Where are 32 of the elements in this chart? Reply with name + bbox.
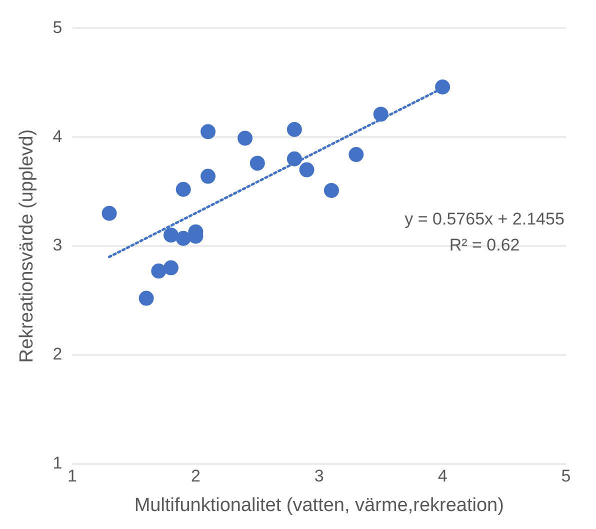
point: [151, 264, 166, 279]
y-tick-label: 2: [52, 344, 62, 364]
point: [138, 290, 154, 306]
y-axis-title: Rekreationsvärde (upplevd): [16, 129, 38, 363]
point: [299, 162, 314, 178]
point: [373, 106, 388, 122]
x-tick-label: 3: [314, 466, 324, 486]
point: [286, 151, 302, 166]
point: [164, 228, 179, 243]
point: [200, 124, 216, 140]
y-tick-label: 1: [52, 453, 62, 472]
x-tick-label: 5: [561, 466, 571, 486]
y-tick-label: 5: [52, 18, 62, 37]
point: [250, 156, 265, 171]
point: [176, 230, 191, 246]
point: [102, 206, 117, 221]
x-tick-label: 4: [438, 466, 448, 486]
point: [286, 122, 302, 137]
y-tick-label: 4: [52, 126, 62, 146]
point: [435, 80, 450, 95]
x-tick-label: 2: [190, 466, 200, 486]
point: [348, 147, 364, 162]
annotation: R² = 0.62: [449, 236, 520, 255]
x-tick-label: 1: [68, 466, 77, 486]
y-tick-label: 3: [52, 236, 62, 255]
point: [238, 130, 253, 146]
point: [176, 182, 191, 197]
point: [164, 260, 179, 276]
point: [324, 182, 339, 198]
point: [200, 168, 216, 184]
x-axis-title: Multifunktionalitet (vatten, värme,rekreation): [134, 494, 504, 516]
annotation: y = 0.5765x + 2.1455: [404, 210, 564, 229]
